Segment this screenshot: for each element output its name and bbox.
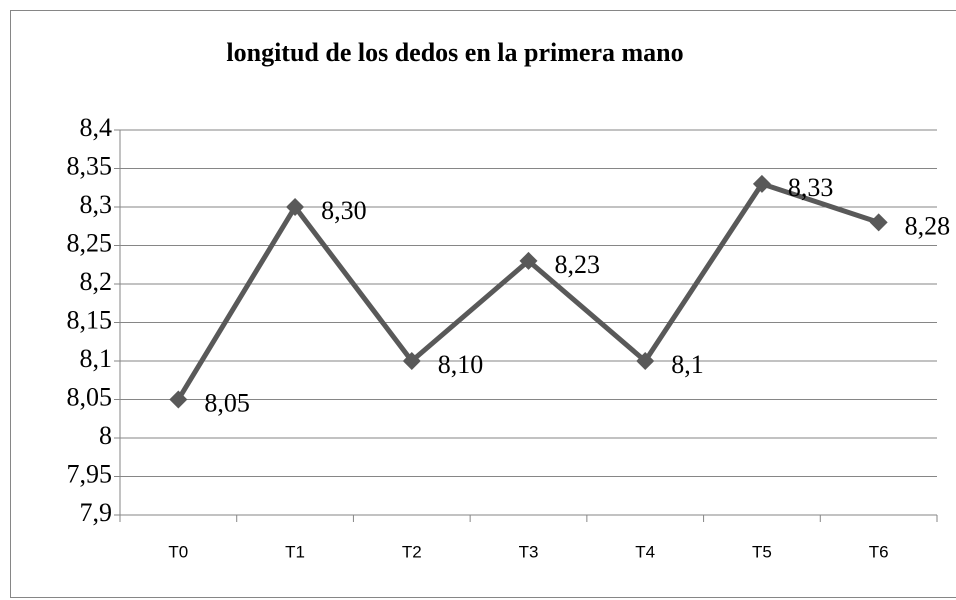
marker <box>752 174 771 193</box>
x-tick-label: T6 <box>869 542 889 561</box>
y-tick-label: 8,3 <box>80 190 113 219</box>
marker <box>169 390 188 409</box>
y-tick-label: 8,4 <box>80 113 113 142</box>
data-label: 8,30 <box>321 196 367 225</box>
data-label: 8,05 <box>204 388 250 417</box>
x-tick-label: T5 <box>752 542 772 561</box>
y-tick-label: 8 <box>99 421 112 450</box>
x-tick-label: T1 <box>285 542 305 561</box>
x-tick-label: T2 <box>402 542 422 561</box>
y-tick-label: 8,05 <box>67 382 113 411</box>
y-tick-label: 8,35 <box>67 151 113 180</box>
data-label: 8,33 <box>788 173 834 202</box>
data-label: 8,28 <box>905 211 951 240</box>
data-label: 8,1 <box>671 350 704 379</box>
marker <box>869 213 888 232</box>
data-label: 8,23 <box>555 250 601 279</box>
marker <box>286 198 305 216</box>
marker <box>402 352 421 370</box>
y-tick-label: 7,95 <box>67 459 113 488</box>
y-tick-label: 8,15 <box>67 305 113 334</box>
y-tick-label: 8,2 <box>80 267 113 296</box>
marker <box>519 251 538 270</box>
y-tick-label: 8,1 <box>80 344 113 373</box>
y-tick-label: 7,9 <box>80 498 113 527</box>
chart-title: longitud de los dedos en la primera mano <box>226 38 683 67</box>
y-tick-label: 8,25 <box>67 228 113 257</box>
chart-border <box>10 10 956 598</box>
x-tick-label: T3 <box>519 542 539 561</box>
x-tick-label: T4 <box>635 542 655 561</box>
data-label: 8,10 <box>438 350 484 379</box>
x-tick-label: T0 <box>168 542 188 561</box>
marker <box>636 352 655 370</box>
